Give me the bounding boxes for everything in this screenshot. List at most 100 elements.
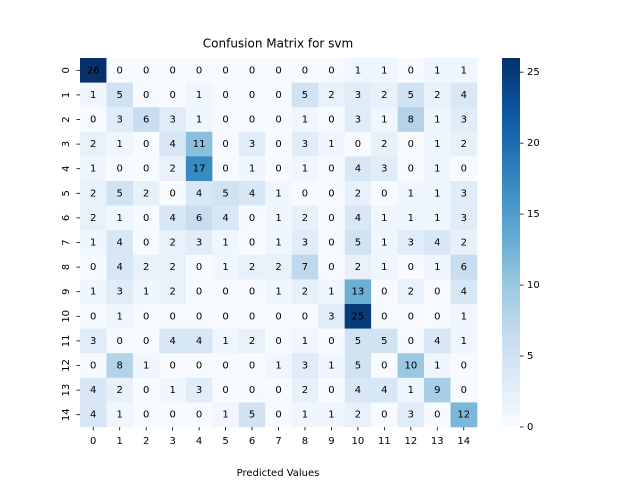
cell-label: 0 (328, 213, 334, 224)
cell-label: 2 (381, 90, 387, 101)
cell-label: 10 (404, 361, 417, 372)
cell-label: 3 (302, 361, 308, 372)
cell-label: 3 (355, 115, 361, 126)
cell-label: 9 (434, 385, 440, 396)
cell-label: 0 (275, 164, 281, 175)
cell (238, 82, 266, 108)
cell-label: 12 (457, 410, 470, 421)
cell-label: 11 (193, 139, 206, 150)
cell (265, 131, 293, 157)
cell (159, 328, 187, 354)
cell-label: 0 (196, 65, 202, 76)
cell (106, 279, 134, 305)
cell (450, 205, 478, 231)
cell-label: 0 (249, 287, 255, 298)
cell (265, 156, 293, 182)
cell-label: 1 (302, 410, 308, 421)
x-tick-label: 13 (431, 436, 444, 447)
cell-label: 5 (355, 238, 361, 249)
cell-label: 0 (143, 90, 149, 101)
cell-label: 4 (461, 287, 467, 298)
cell (371, 205, 398, 231)
x-tick-label: 2 (143, 436, 149, 447)
cell (318, 254, 345, 280)
cell-label: 1 (434, 139, 440, 150)
cell (80, 377, 107, 403)
cell (212, 377, 240, 403)
cell (318, 377, 345, 403)
cell (238, 304, 266, 329)
cell-label: 3 (461, 188, 467, 199)
cell (212, 304, 240, 329)
y-tick-label: 11 (61, 335, 72, 348)
cell (344, 353, 372, 379)
cell-label: 2 (249, 336, 255, 347)
cell (185, 131, 213, 157)
cell-label: 2 (302, 385, 308, 396)
cell-label: 4 (434, 336, 440, 347)
cell-label: 3 (328, 311, 334, 322)
cell (106, 230, 134, 256)
y-tick-label: 1 (61, 92, 72, 98)
x-tick-label: 6 (249, 436, 255, 447)
cell (291, 377, 319, 403)
cell-label: 1 (434, 164, 440, 175)
cell (318, 328, 345, 354)
cell-label: 5 (302, 90, 308, 101)
cell-label: 0 (328, 65, 334, 76)
cell-label: 5 (381, 336, 387, 347)
cell-label: 5 (408, 90, 414, 101)
cell (132, 353, 160, 379)
cell (159, 353, 187, 379)
cell-label: 1 (302, 164, 308, 175)
cell (80, 58, 107, 83)
cell (397, 82, 425, 108)
cell (159, 107, 187, 133)
cell-label: 26 (87, 65, 100, 76)
cell-label: 0 (434, 287, 440, 298)
cell (132, 156, 160, 182)
cell (450, 328, 478, 354)
cell-label: 0 (434, 311, 440, 322)
cell (159, 402, 187, 428)
cell (344, 377, 372, 403)
cell (185, 254, 213, 280)
cell (318, 58, 345, 83)
cell (397, 107, 425, 133)
cell (424, 58, 451, 83)
cell (344, 230, 372, 256)
cell-label: 1 (434, 115, 440, 126)
cell (238, 58, 266, 83)
cell (291, 131, 319, 157)
cell (371, 58, 398, 83)
cell-label: 0 (328, 115, 334, 126)
cell (344, 328, 372, 354)
cell-label: 1 (434, 65, 440, 76)
x-tick-label: 7 (275, 436, 281, 447)
cell-label: 1 (249, 164, 255, 175)
cell-label: 0 (381, 188, 387, 199)
cell (185, 205, 213, 231)
cell (265, 279, 293, 305)
cell (424, 402, 451, 428)
cell (424, 328, 451, 354)
cell (318, 107, 345, 133)
x-tick-label: 4 (196, 436, 202, 447)
cell-label: 0 (355, 139, 361, 150)
cell (344, 205, 372, 231)
cell-label: 1 (222, 238, 228, 249)
cell (185, 58, 213, 83)
cell (397, 304, 425, 329)
cell-label: 8 (117, 361, 123, 372)
cell (185, 82, 213, 108)
cell (424, 131, 451, 157)
cell (132, 82, 160, 108)
x-tick-label: 9 (328, 436, 334, 447)
cell-label: 0 (196, 311, 202, 322)
cell-label: 1 (143, 361, 149, 372)
cell-label: 6 (196, 213, 202, 224)
cell (318, 402, 345, 428)
colorbar-tick-label: 5 (527, 351, 533, 362)
cell-label: 25 (352, 311, 365, 322)
cell (450, 402, 478, 428)
